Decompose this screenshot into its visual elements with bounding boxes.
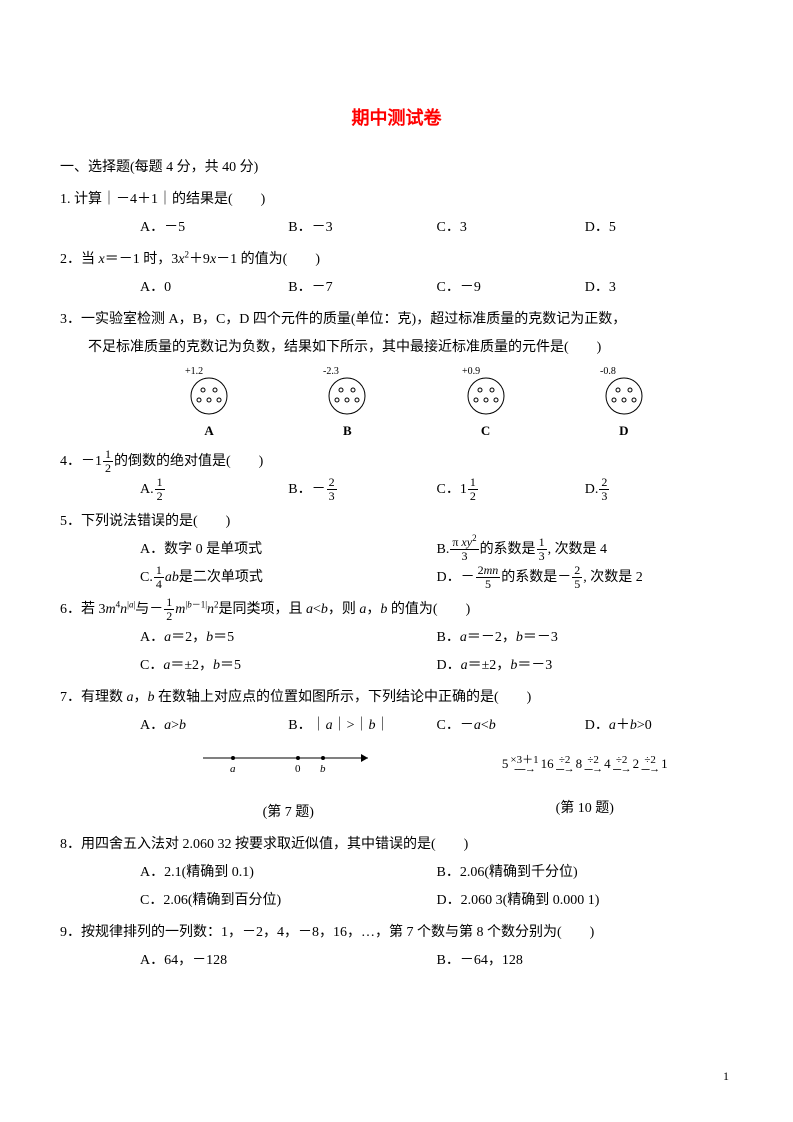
q2-opt-b: B．－7	[288, 274, 436, 302]
q4-stem: 4．－112的倒数的绝对值是( )	[60, 448, 733, 476]
q8-opt-a: A．2.1(精确到 0.1)	[140, 859, 437, 887]
svg-text:+1.2: +1.2	[185, 366, 203, 377]
page-content: 期中测试卷 一、选择题(每题 4 分，共 40 分) 1. 计算｜－4＋1｜的结…	[0, 0, 793, 1019]
q1-options: A．－5 B．－3 C．3 D．5	[60, 214, 733, 242]
q5-opt-c: C.14ab是二次单项式	[140, 564, 437, 592]
q7-opt-d: D．a＋b>0	[585, 712, 733, 740]
question-4: 4．－112的倒数的绝对值是( ) A.12 B．－23 C．112 D.23	[60, 448, 733, 504]
svg-text:a: a	[230, 763, 236, 775]
q6-options: A．a＝2，b＝5 B．a＝－2，b＝－3 C．a＝±2，b＝5 D．a＝±2，…	[60, 624, 733, 680]
q8-opt-b: B．2.06(精确到千分位)	[437, 859, 734, 887]
q3-figures: +1.2 A -2.3 B +0.9	[60, 362, 733, 444]
q5-stem: 5．下列说法错误的是( )	[60, 508, 733, 536]
section-1-header: 一、选择题(每题 4 分，共 40 分)	[60, 154, 733, 182]
question-2: 2．当 x＝－1 时，3x2＋9x－1 的值为( ) A．0 B．－7 C．－9…	[60, 246, 733, 302]
fig10-caption: (第 10 题)	[437, 795, 734, 823]
q2-opt-d: D．3	[585, 274, 733, 302]
q3-fig-c: +0.9 C	[460, 366, 512, 444]
q3-line1: 3．一实验室检测 A，B，C，D 四个元件的质量(单位：克)，超过标准质量的克数…	[60, 306, 733, 334]
q2-opt-a: A．0	[140, 274, 288, 302]
q8-options: A．2.1(精确到 0.1) B．2.06(精确到千分位) C．2.06(精确到…	[60, 859, 733, 915]
q1-stem: 1. 计算｜－4＋1｜的结果是( )	[60, 186, 733, 214]
svg-text:-0.8: -0.8	[600, 366, 616, 377]
q7-stem: 7．有理数 a，b 在数轴上对应点的位置如图所示，下列结论中正确的是( )	[60, 684, 733, 712]
q5-opt-b: B.π xy23的系数是13, 次数是 4	[437, 536, 734, 564]
q7-options: A．a>b B．｜a｜>｜b｜ C．－a<b D．a＋b>0	[60, 712, 733, 740]
q7-figures: a 0 b (第 7 题) 5 ×3＋1----→ 16 ÷2---→ 8 ÷2…	[60, 746, 733, 827]
question-6: 6．若 3m4n|a|与－12m|b－1|n2是同类项，且 a<b，则 a，b …	[60, 596, 733, 680]
weight-icon-d: -0.8	[598, 366, 650, 416]
q9-opt-a: A．64，－128	[140, 947, 437, 975]
q7-opt-c: C．－a<b	[437, 712, 585, 740]
q3-fig-a: +1.2 A	[183, 366, 235, 444]
q5-options: A．数字 0 是单项式 B.π xy23的系数是13, 次数是 4 C.14ab…	[60, 536, 733, 592]
weight-icon-c: +0.9	[460, 366, 512, 416]
q9-stem: 9．按规律排列的一列数：1，－2，4，－8，16，…，第 7 个数与第 8 个数…	[60, 919, 733, 947]
q6-opt-b: B．a＝－2，b＝－3	[437, 624, 734, 652]
q3-fig-b: -2.3 B	[321, 366, 373, 444]
q5-opt-a: A．数字 0 是单项式	[140, 536, 437, 564]
question-9: 9．按规律排列的一列数：1，－2，4，－8，16，…，第 7 个数与第 8 个数…	[60, 919, 733, 975]
q6-opt-d: D．a＝±2，b＝－3	[437, 652, 734, 680]
page-number: 1	[723, 1064, 729, 1088]
exam-title: 期中测试卷	[60, 100, 733, 136]
svg-text:+0.9: +0.9	[462, 366, 480, 377]
svg-text:b: b	[320, 763, 326, 775]
weight-icon-b: -2.3	[321, 366, 373, 416]
question-8: 8．用四舍五入法对 2.060 32 按要求取近似值，其中错误的是( ) A．2…	[60, 831, 733, 915]
q4-opt-c: C．112	[437, 476, 585, 504]
q4-opt-d: D.23	[585, 476, 733, 504]
q1-opt-a: A．－5	[140, 214, 288, 242]
q6-opt-a: A．a＝2，b＝5	[140, 624, 437, 652]
q1-opt-d: D．5	[585, 214, 733, 242]
q8-opt-d: D．2.060 3(精确到 0.000 1)	[437, 887, 734, 915]
question-3: 3．一实验室检测 A，B，C，D 四个元件的质量(单位：克)，超过标准质量的克数…	[60, 306, 733, 444]
q7-opt-a: A．a>b	[140, 712, 288, 740]
number-line-figure: a 0 b (第 7 题)	[140, 746, 437, 827]
svg-text:-2.3: -2.3	[323, 366, 339, 377]
q4-opt-b: B．－23	[288, 476, 436, 504]
q7-opt-b: B．｜a｜>｜b｜	[288, 712, 436, 740]
svg-text:0: 0	[295, 763, 301, 775]
question-7: 7．有理数 a，b 在数轴上对应点的位置如图所示，下列结论中正确的是( ) A．…	[60, 684, 733, 827]
q3-fig-d: -0.8 D	[598, 366, 650, 444]
q2-opt-c: C．－9	[437, 274, 585, 302]
q8-opt-c: C．2.06(精确到百分位)	[140, 887, 437, 915]
q2-options: A．0 B．－7 C．－9 D．3	[60, 274, 733, 302]
q1-opt-b: B．－3	[288, 214, 436, 242]
question-5: 5．下列说法错误的是( ) A．数字 0 是单项式 B.π xy23的系数是13…	[60, 508, 733, 592]
q6-opt-c: C．a＝±2，b＝5	[140, 652, 437, 680]
q4-options: A.12 B．－23 C．112 D.23	[60, 476, 733, 504]
q2-stem: 2．当 x＝－1 时，3x2＋9x－1 的值为( )	[60, 246, 733, 274]
weight-icon-a: +1.2	[183, 366, 235, 416]
q4-opt-a: A.12	[140, 476, 288, 504]
q6-stem: 6．若 3m4n|a|与－12m|b－1|n2是同类项，且 a<b，则 a，b …	[60, 596, 733, 624]
q9-options: A．64，－128 B．－64，128	[60, 947, 733, 975]
question-1: 1. 计算｜－4＋1｜的结果是( ) A．－5 B．－3 C．3 D．5	[60, 186, 733, 242]
q3-line2: 不足标准质量的克数记为负数，结果如下所示，其中最接近标准质量的元件是( )	[60, 334, 733, 362]
q8-stem: 8．用四舍五入法对 2.060 32 按要求取近似值，其中错误的是( )	[60, 831, 733, 859]
q1-opt-c: C．3	[437, 214, 585, 242]
fig7-caption: (第 7 题)	[140, 799, 437, 827]
sequence-figure: 5 ×3＋1----→ 16 ÷2---→ 8 ÷2---→ 4 ÷2---→ …	[437, 751, 734, 823]
q9-opt-b: B．－64，128	[437, 947, 734, 975]
q5-opt-d: D．－2mn5的系数是－25, 次数是 2	[437, 564, 734, 592]
